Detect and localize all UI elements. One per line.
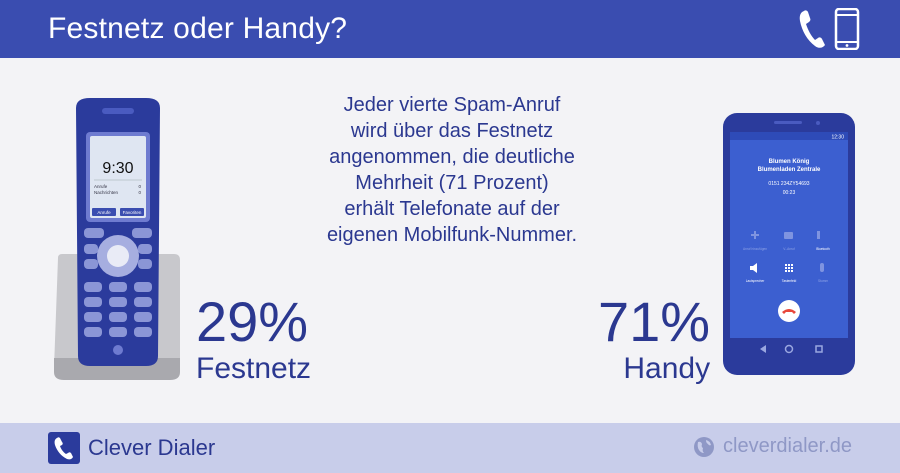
smartphone-icon bbox=[834, 8, 860, 50]
header-bar: Festnetz oder Handy? bbox=[0, 0, 900, 58]
description-line: erhält Telefonate auf der bbox=[344, 198, 560, 220]
landline-label: Festnetz bbox=[196, 352, 312, 385]
mobile-percent: 71% bbox=[598, 290, 711, 353]
description-line: angenommen, die deutliche bbox=[329, 146, 575, 168]
phone-handset-icon bbox=[799, 10, 825, 48]
mobile-phone-illustration: 12:30 Blumen König Blumenladen Zentrale … bbox=[723, 113, 855, 375]
landline-softkey-left: Anrufe bbox=[97, 210, 111, 215]
description-line: Mehrheit (71 Prozent) bbox=[355, 172, 549, 194]
footer-brand: Clever Dialer bbox=[48, 432, 215, 464]
landline-softkey-right: Favoriten bbox=[123, 210, 142, 215]
description-line: eigenen Mobilfunk-Nummer. bbox=[326, 224, 578, 246]
page-title: Festnetz oder Handy? bbox=[48, 12, 348, 45]
globe-icon bbox=[694, 436, 715, 457]
description-line: wird über das Festnetz bbox=[350, 120, 554, 142]
mobile-caller-name: Blumen König bbox=[769, 159, 810, 165]
footer-website-link[interactable]: cleverdialer.de bbox=[723, 435, 852, 457]
landline-screen-row1-label: Anrufe bbox=[94, 184, 108, 189]
clever-dialer-logo-icon bbox=[48, 432, 80, 464]
mobile-control-label: Bluetooth bbox=[816, 247, 830, 251]
mobile-caller-company: Blumenladen Zentrale bbox=[758, 167, 821, 173]
mobile-control-label: Stumm bbox=[818, 279, 828, 283]
footer-website[interactable]: cleverdialer.de bbox=[693, 435, 852, 458]
mobile-control-label: V.-Anruf bbox=[783, 247, 795, 251]
header-icons bbox=[798, 8, 860, 50]
mobile-caller-number: 0151 234ZY54693 bbox=[768, 181, 809, 187]
landline-screen-time: 9:30 bbox=[102, 160, 133, 177]
mobile-label: Handy bbox=[623, 352, 711, 385]
landline-phone-illustration: 9:30 Anrufe 0 Nachrichten 0 Anrufe Favor… bbox=[54, 98, 180, 380]
landline-stat: 29% Festnetz bbox=[196, 292, 311, 386]
mobile-control-label: Anruf hinzufügen bbox=[743, 247, 767, 251]
footer-bar: Clever Dialer cleverdialer.de bbox=[0, 423, 900, 473]
landline-screen-row2-label: Nachrichten bbox=[94, 190, 119, 195]
mobile-call-duration: 00:23 bbox=[783, 190, 796, 196]
mobile-status-time: 12:30 bbox=[831, 135, 844, 141]
landline-screen-row2-value: 0 bbox=[138, 190, 141, 195]
footer-brand-name: Clever Dialer bbox=[88, 435, 216, 460]
mobile-control-label: Lautsprecher bbox=[746, 279, 766, 283]
mobile-control-label: Tastenfeld bbox=[782, 279, 797, 283]
landline-screen-row1-value: 0 bbox=[138, 184, 141, 189]
mobile-stat: 71% Handy bbox=[598, 292, 710, 386]
landline-percent: 29% bbox=[196, 290, 309, 353]
description-line: Jeder vierte Spam-Anruf bbox=[343, 94, 561, 116]
description-text: Jeder vierte Spam-Anruf wird über das Fe… bbox=[302, 92, 602, 248]
